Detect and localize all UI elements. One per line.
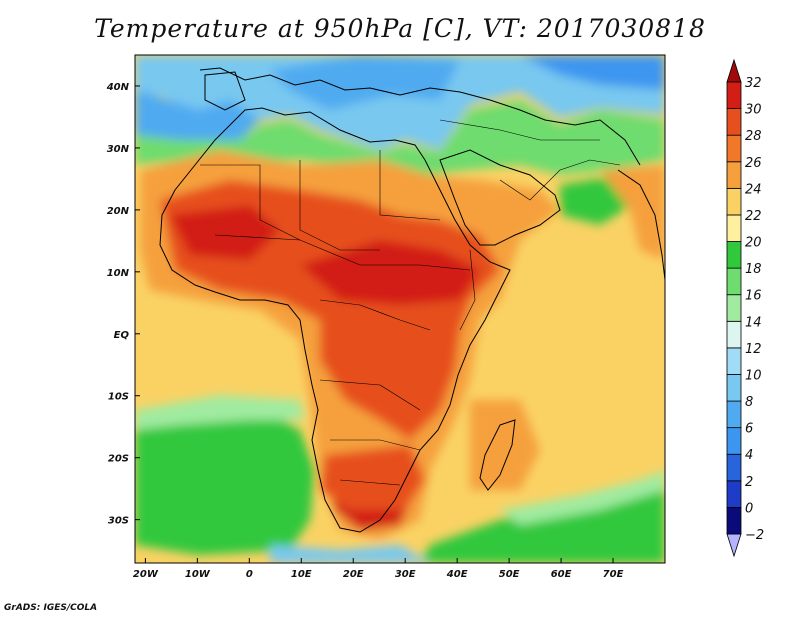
mediterranean-cool xyxy=(270,55,460,110)
asia-cold-pocket xyxy=(520,55,665,90)
colorbar-swatch xyxy=(726,507,742,535)
colorbar-label: 14 xyxy=(745,315,762,330)
map-title: Temperature at 950hPa [C], VT: 201703081… xyxy=(94,14,706,43)
north-atlantic-cool xyxy=(135,90,260,140)
lon-tick-label: 20E xyxy=(343,569,364,580)
plot-frame xyxy=(134,54,666,564)
colorbar-label: 8 xyxy=(745,395,753,410)
colorbar-label: 28 xyxy=(745,129,762,144)
south-indian-light xyxy=(500,470,665,525)
south-atlantic-light xyxy=(135,395,305,430)
coastlines xyxy=(159,67,665,533)
colorbar-swatch xyxy=(726,347,742,375)
colorbar-swatch xyxy=(726,134,742,163)
lat-tick-label: 30N xyxy=(107,144,130,155)
lat-tick-label: 10S xyxy=(108,392,129,403)
colorbar-max-triangle xyxy=(726,58,742,83)
south-africa-warm xyxy=(320,445,425,510)
colorbar-label: 0 xyxy=(745,501,753,516)
colorbar-label: 10 xyxy=(745,368,762,383)
colorbar-swatch xyxy=(726,294,742,322)
central-africa-hottest xyxy=(300,240,480,305)
colorbar-swatch xyxy=(726,241,742,269)
india-warm xyxy=(600,165,665,260)
colorbar-label: 22 xyxy=(745,209,762,224)
lon-tick-label: 10W xyxy=(185,569,211,580)
lat-tick-label: EQ xyxy=(114,330,130,341)
colorbar-swatch xyxy=(726,161,742,189)
colorbar-label: 32 xyxy=(745,76,762,91)
colorbar-label: 20 xyxy=(745,236,762,251)
lon-tick-label: 30E xyxy=(395,569,416,580)
iberia-coastline xyxy=(204,71,246,111)
colorbar-swatch xyxy=(726,453,742,482)
country-borders xyxy=(200,119,621,486)
colorbar-min-triangle xyxy=(726,533,742,558)
lat-tick-label: 20N xyxy=(107,206,130,217)
colorbar-swatch xyxy=(726,400,742,429)
lon-tick-label: 0 xyxy=(246,569,253,580)
colorbar-label: 16 xyxy=(745,289,762,304)
colorbar-label: −2 xyxy=(745,528,764,543)
temperature-field xyxy=(135,55,665,563)
colorbar-label: 26 xyxy=(745,156,762,171)
south-atlantic-green xyxy=(135,405,315,555)
colorbar-label: 18 xyxy=(745,262,762,277)
colorbar-label: 24 xyxy=(745,182,762,197)
india-coastline xyxy=(617,169,665,281)
colorbar-label: 30 xyxy=(745,103,762,118)
colorbar-label: 2 xyxy=(745,475,753,490)
lon-tick-label: 10E xyxy=(291,569,312,580)
west-sahel-hottest xyxy=(170,205,280,260)
lon-tick-label: 50E xyxy=(499,569,520,580)
colorbar-label: 4 xyxy=(745,448,753,463)
lat-tick-label: 30S xyxy=(108,516,129,527)
lat-tick-label: 20S xyxy=(108,454,129,465)
lon-tick-label: 70E xyxy=(603,569,624,580)
madagascar-warm xyxy=(470,400,540,490)
lat-tick-label: 10N xyxy=(107,268,130,279)
latitude-axis: 40N 30N 20N 10N EQ 10S 20S 30S xyxy=(106,82,140,527)
lon-tick-label: 20W xyxy=(133,569,159,580)
longitude-axis: 20W 10W 0 10E 20E 30E 40E 50E 60E 70E xyxy=(133,558,624,580)
colorbar-swatch xyxy=(726,81,742,109)
europe-coastline xyxy=(199,67,641,166)
colorbar-swatch xyxy=(726,427,742,455)
colorbar-swatch xyxy=(726,108,742,136)
colorbar-label: 12 xyxy=(745,342,762,357)
africa-coastline xyxy=(159,107,511,533)
colorbar-swatch xyxy=(726,267,742,296)
colorbar-swatch xyxy=(726,187,742,216)
north-green-belt xyxy=(135,100,665,175)
lon-tick-label: 40E xyxy=(446,569,468,580)
colorbar-label: 6 xyxy=(745,422,753,437)
lon-tick-label: 60E xyxy=(551,569,572,580)
colorbar-swatch xyxy=(726,374,742,402)
madagascar-coastline xyxy=(479,419,516,491)
lat-tick-label: 40N xyxy=(106,82,130,93)
colorbar-swatch xyxy=(726,214,742,242)
arabia-coastline xyxy=(439,149,561,246)
colorbar-swatch xyxy=(726,320,742,349)
cold-north-region xyxy=(135,55,665,150)
colorbar-swatch xyxy=(726,480,742,508)
grads-credit: GrADS: IGES/COLA xyxy=(4,603,98,613)
southern-cool-strip xyxy=(270,545,430,563)
